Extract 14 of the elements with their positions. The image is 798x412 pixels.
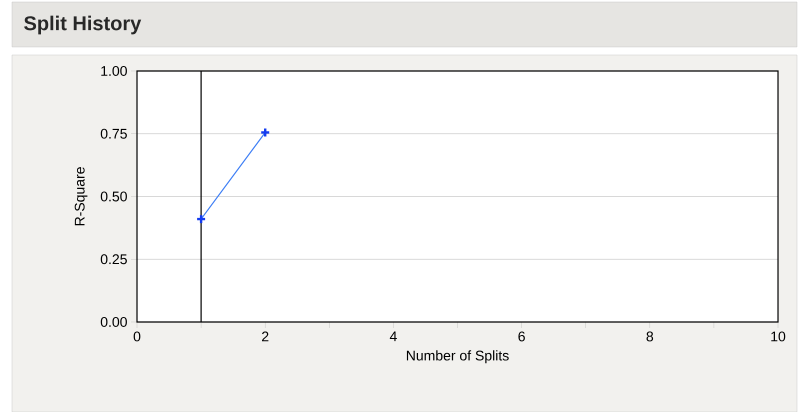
y-tick-label: 0.50 (100, 191, 127, 202)
x-tick-label: 4 (390, 331, 397, 342)
y-axis-title: R-Square (74, 167, 88, 226)
x-tick-label: 0 (134, 331, 140, 342)
y-tick-label: 1.00 (101, 66, 127, 76)
x-tick-label: 8 (646, 331, 654, 342)
y-tick-label: 0.25 (100, 254, 127, 264)
x-axis-title: Number of Splits (406, 350, 509, 364)
x-tick-label: 6 (518, 331, 525, 342)
chart-title: Split History (24, 16, 142, 34)
x-tick-label: 2 (262, 331, 268, 342)
y-tick-label: 0.75 (100, 128, 127, 139)
x-tick-label: 10 (771, 331, 786, 342)
y-tick-label: 0.00 (100, 316, 127, 327)
